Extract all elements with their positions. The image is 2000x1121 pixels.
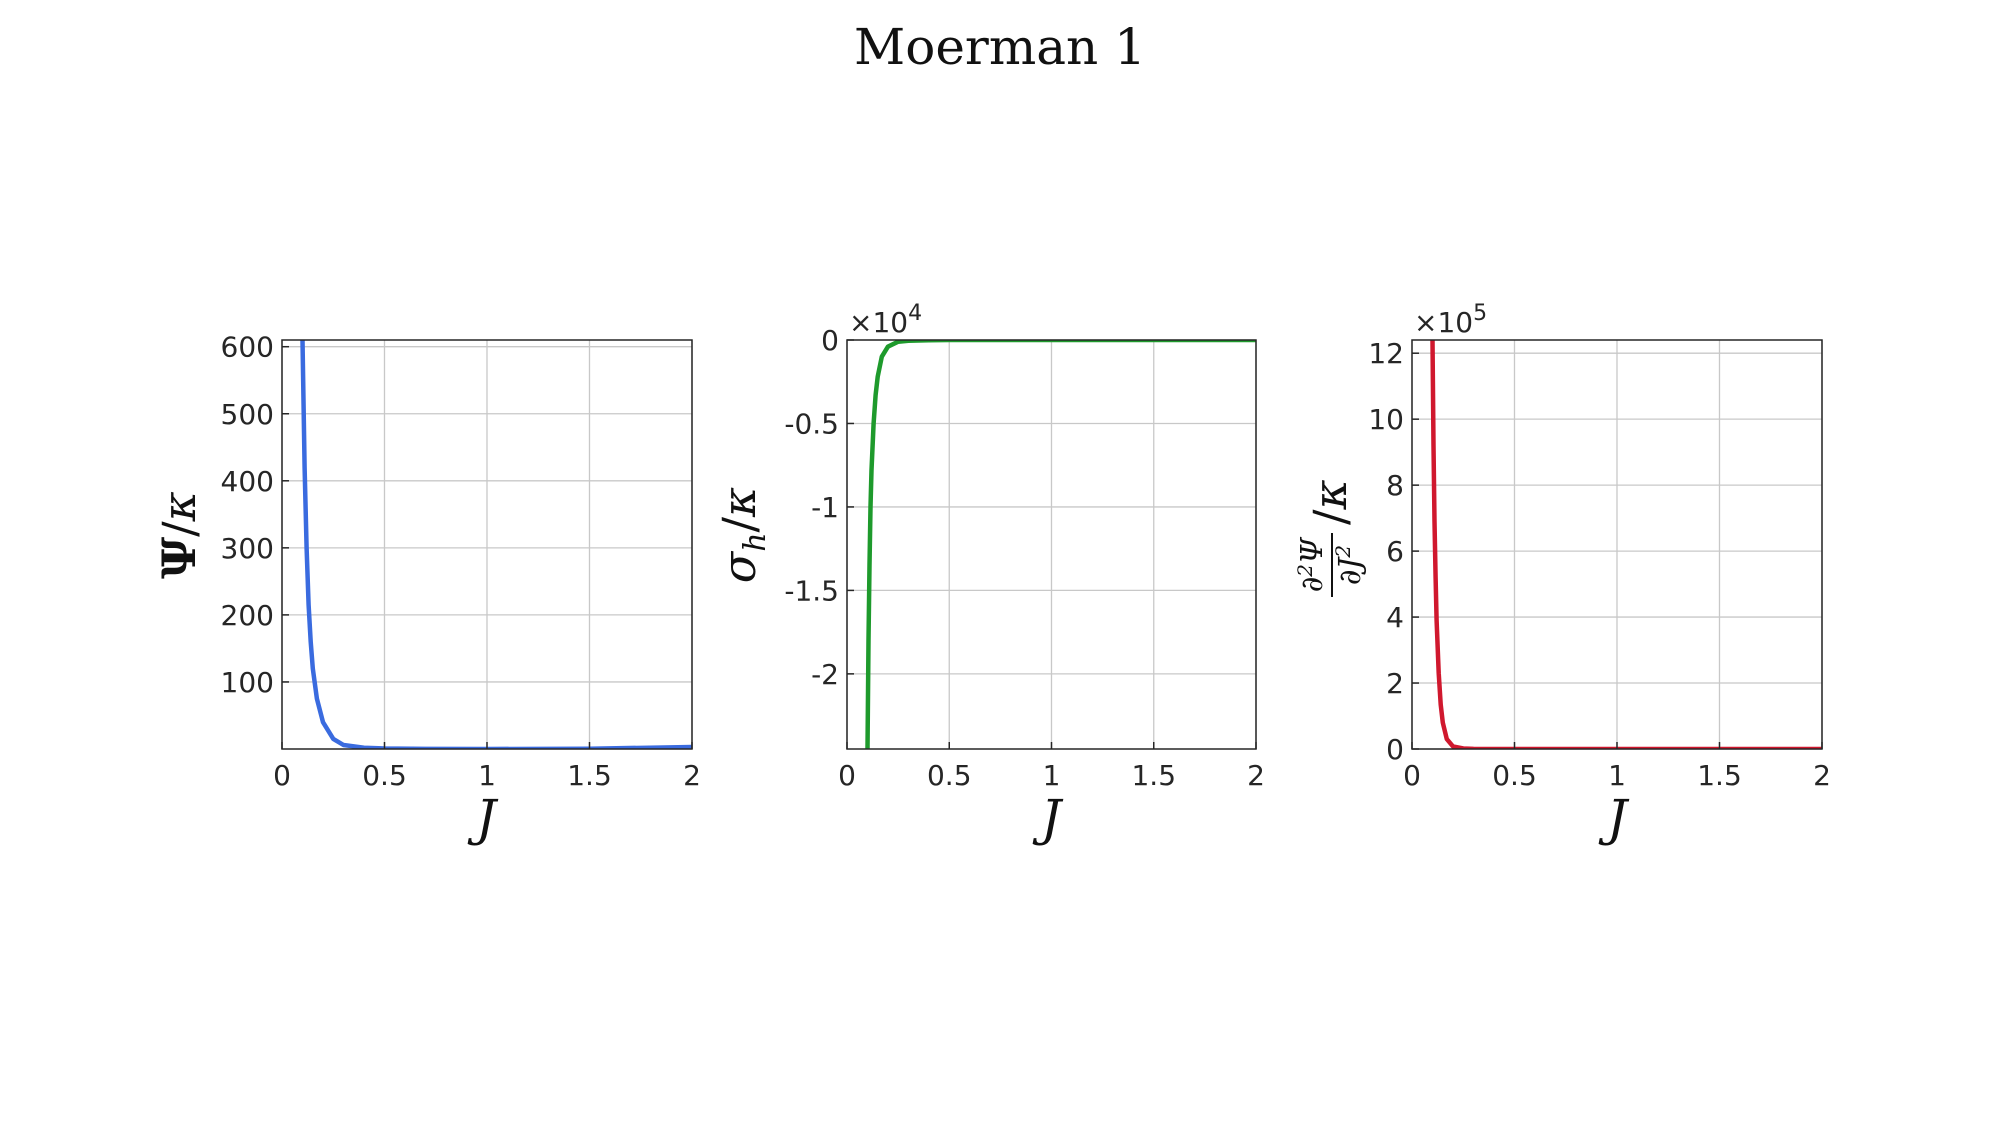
second-derivative-curve [1430, 340, 1822, 749]
y-tick-label: 10 [1368, 403, 1404, 436]
axis-exponent-label: ×104 [849, 301, 922, 339]
x-tick-label: 1.5 [567, 759, 612, 792]
panel-psi: 0 0.5 1 1.5 2 100 200 300 400 500 600 [221, 331, 701, 792]
ylabel-psi: Ψ/κ [152, 491, 206, 579]
x-tick-label: 1.5 [1697, 759, 1742, 792]
x-tick-label: 2 [683, 759, 701, 792]
x-tick-label: 0 [273, 759, 291, 792]
x-tick-label: 0.5 [362, 759, 407, 792]
x-tick-label: 2 [1247, 759, 1265, 792]
x-tick-label: 0.5 [1492, 759, 1537, 792]
x-tick-label: 0.5 [927, 759, 972, 792]
y-tick-label: 500 [221, 398, 274, 431]
ylabel-second-derivative: ∂2Ψ ∂J2 /κ [1293, 479, 1368, 597]
x-tick-label: 1 [1043, 759, 1061, 792]
svg-text:∂2Ψ: ∂2Ψ [1293, 536, 1330, 592]
x-tick-label: 1.5 [1131, 759, 1176, 792]
svg-text:/κ: /κ [1303, 479, 1357, 525]
x-tick-label: 2 [1813, 759, 1831, 792]
y-tick-label: -1.5 [784, 574, 839, 607]
x-tick-label: 0 [1403, 759, 1421, 792]
x-tick-label: 1 [478, 759, 496, 792]
x-tick-label: 0 [838, 759, 856, 792]
y-tick-label: 300 [221, 532, 274, 565]
y-tick-label: 200 [221, 599, 274, 632]
y-tick-label: 400 [221, 465, 274, 498]
figure-title: Moerman 1 [854, 18, 1146, 76]
panel-second-derivative: 0 0.5 1 1.5 2 0 2 4 6 8 10 12 ×105 [1368, 301, 1831, 792]
y-tick-label: -1 [811, 491, 839, 524]
x-tick-label: 1 [1608, 759, 1626, 792]
y-tick-label: 0 [1386, 733, 1404, 766]
y-tick-label: 0 [821, 324, 839, 357]
xlabel-sigma: J [1032, 789, 1064, 847]
xlabel-second-derivative: J [1598, 789, 1630, 847]
axis-exponent-label: ×105 [1414, 301, 1487, 339]
y-tick-label: -2 [811, 658, 839, 691]
psi-curve [300, 340, 692, 749]
y-tick-label: 2 [1386, 667, 1404, 700]
y-tick-label: 12 [1368, 337, 1404, 370]
panel-sigma: 0 0.5 1 1.5 2 0 -0.5 -1 -1.5 -2 ×104 [784, 301, 1265, 792]
xlabel-psi: J [467, 789, 499, 847]
sigma-curve [865, 340, 1256, 749]
y-tick-label: 8 [1386, 469, 1404, 502]
y-tick-label: 100 [221, 666, 274, 699]
svg-text:∂J2: ∂J2 [1331, 545, 1368, 585]
y-tick-label: 4 [1386, 601, 1404, 634]
y-tick-label: -0.5 [784, 407, 839, 440]
y-tick-label: 6 [1386, 535, 1404, 568]
y-tick-label: 600 [221, 331, 274, 364]
ylabel-sigma: σh/κ [712, 487, 773, 583]
